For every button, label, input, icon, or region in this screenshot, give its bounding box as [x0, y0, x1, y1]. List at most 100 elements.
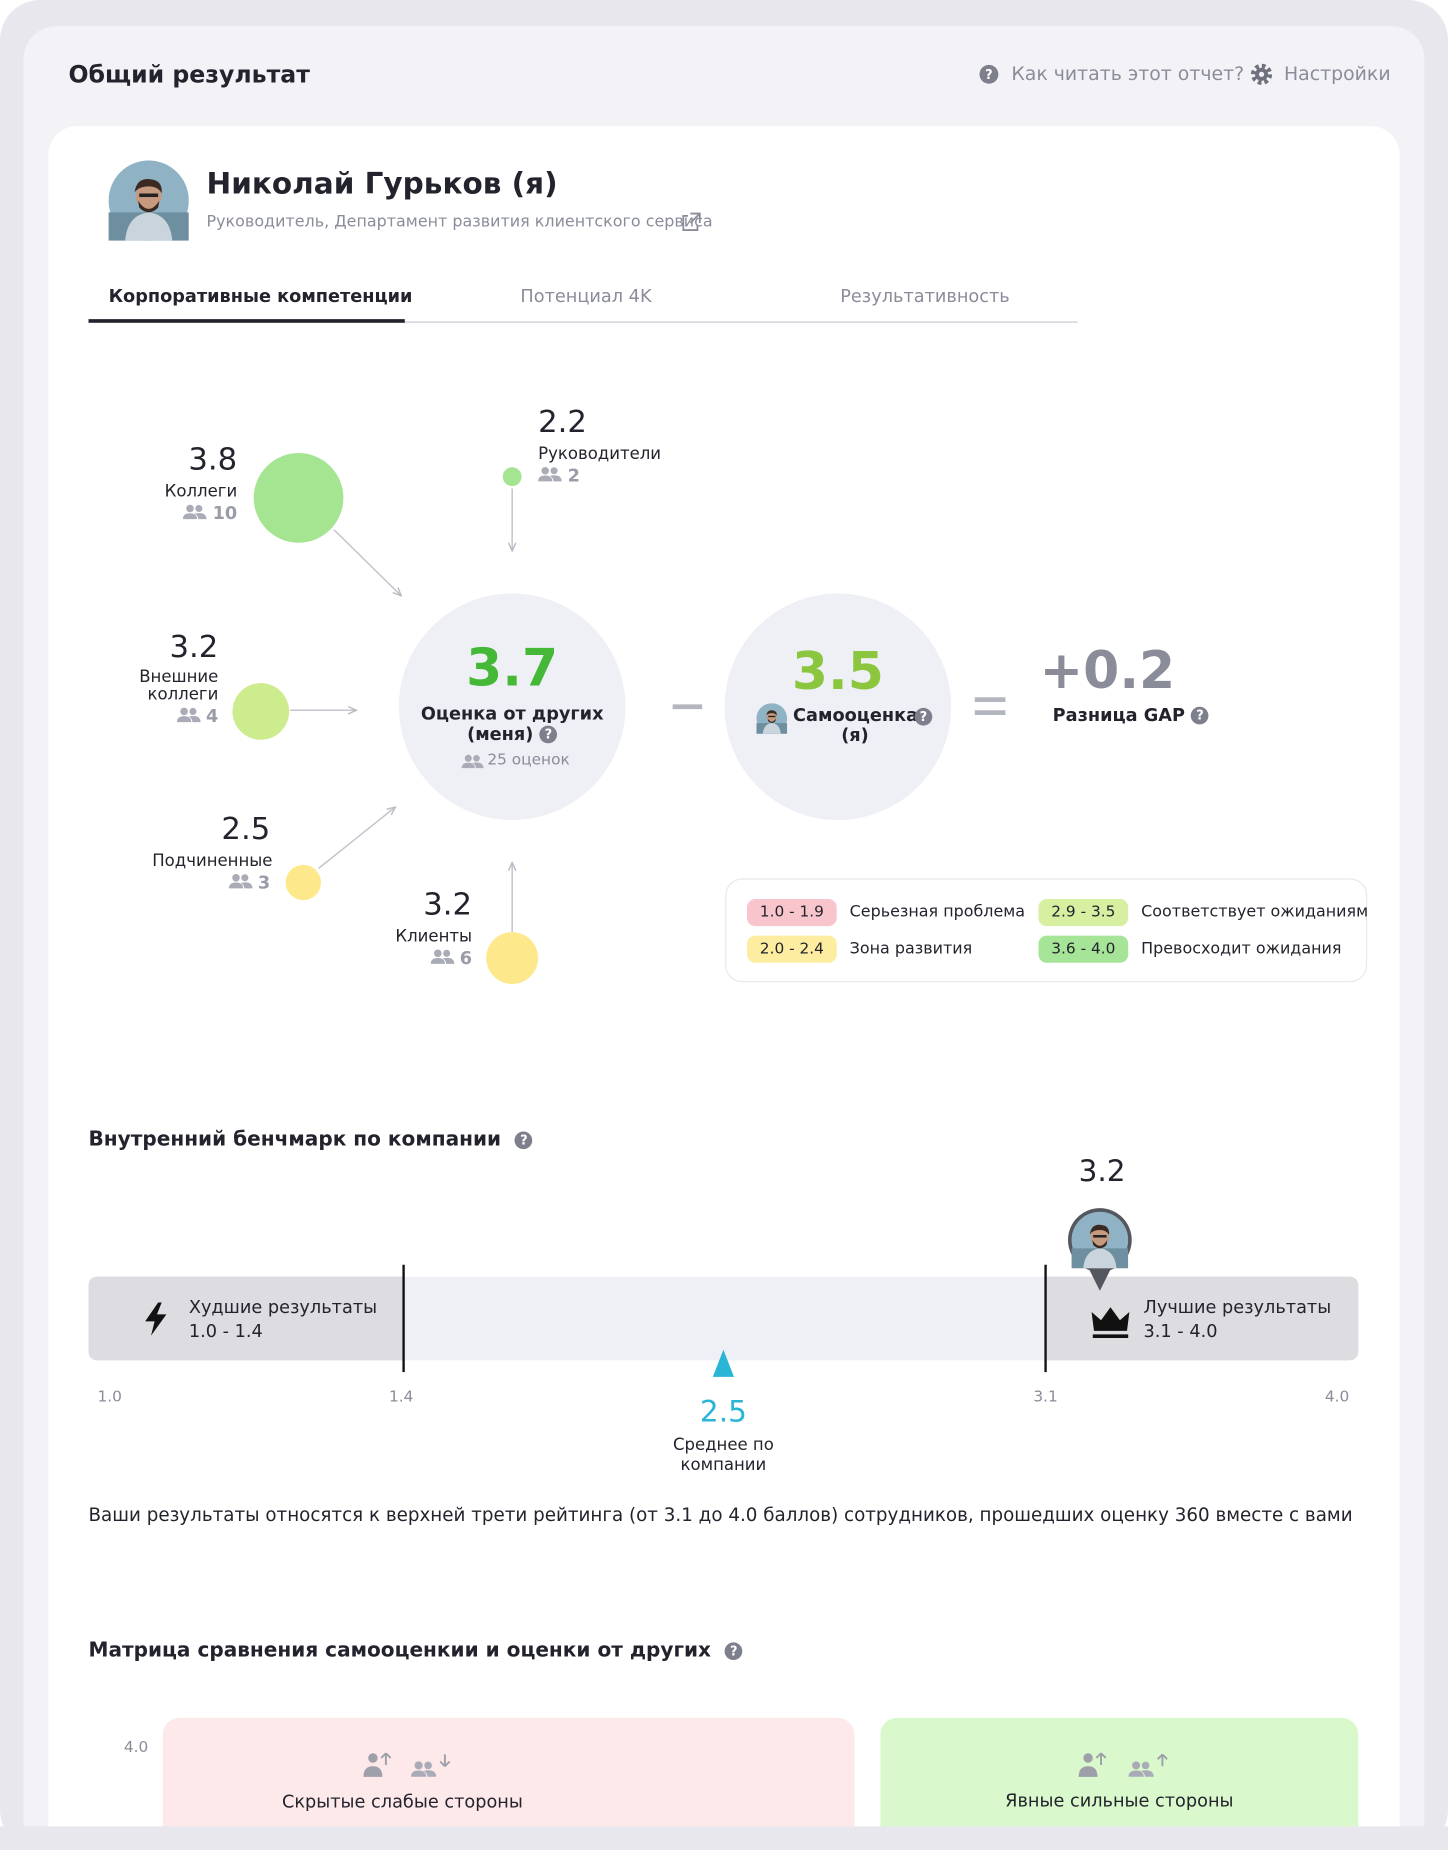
people-icon-shape — [538, 466, 562, 482]
average-label: Среднее по компании — [672, 1435, 774, 1475]
benchmark-tick-label: 1.0 — [97, 1388, 122, 1407]
avatar — [108, 160, 189, 241]
group-count-row: 6 — [236, 946, 472, 970]
group-score: 3.2 — [169, 630, 219, 666]
profile-department: Департамент развития клиентского сервиса — [334, 212, 713, 232]
group-bubble — [502, 467, 522, 487]
group-count: 6 — [459, 947, 473, 969]
self-circle — [724, 593, 952, 820]
best-text: Лучшие результаты 3.1 - 4.0 — [1144, 1295, 1332, 1342]
external-link-icon[interactable] — [682, 212, 701, 231]
profile-role: Руководитель, — [206, 212, 330, 232]
benchmark-tick-label: 1.4 — [389, 1388, 414, 1407]
benchmark-tick-label: 3.1 — [1033, 1388, 1058, 1407]
people-icon-shape — [430, 949, 454, 964]
crown-icon — [1091, 1307, 1130, 1338]
tab[interactable]: Результативность — [840, 285, 1010, 307]
quadrant-label: Явные сильные стороны — [1005, 1789, 1234, 1812]
others-circle — [398, 593, 626, 820]
legend-item: 3.6 - 4.0 Превосходит ожидания — [1038, 935, 1342, 963]
help-icon-glyph: ? — [985, 68, 993, 83]
benchmark-title: Внутренний бенчмарк по компании — [88, 1127, 502, 1152]
info-icon[interactable]: ? — [539, 725, 558, 744]
legend-item: 2.0 - 2.4 Зона развития — [747, 935, 973, 963]
group-label-row: Клиенты — [236, 924, 472, 946]
profile-name: Николай Гурьков (я) — [206, 166, 558, 201]
legend-box — [725, 878, 1368, 983]
help-icon[interactable] — [979, 64, 999, 84]
legend-item: 1.0 - 1.9 Серьезная проблема — [747, 899, 1026, 927]
group-label: Коллеги — [164, 482, 238, 502]
info-icon[interactable]: ? — [724, 1641, 743, 1660]
group-block: 3.2 Внешние коллеги 4 — [0, 629, 218, 728]
matrix-title-wrap: Матрица сравнения самооценкии и оценки о… — [88, 1638, 743, 1663]
gap-label: Разница GAP — [1052, 704, 1185, 726]
group-count: 2 — [567, 464, 580, 487]
legend-label: Превосходит ожидания — [1141, 939, 1342, 959]
quadrant-icons — [363, 1752, 1168, 1777]
others-label-wrap: Оценка от других (меня) ? — [419, 704, 605, 744]
group-block: 3.8 Коллеги 10 — [1, 441, 238, 525]
group-count: 3 — [257, 871, 271, 894]
group-score: 3.8 — [188, 442, 238, 478]
group-block: 2.5 Подчиненные 3 — [34, 811, 272, 895]
worst-label: Худшие результаты — [188, 1296, 378, 1318]
quadrant-label: Скрытые слабые стороны — [281, 1791, 523, 1813]
matrix-title: Матрица сравнения самооценкии и оценки о… — [88, 1638, 711, 1663]
best-range: 3.1 - 4.0 — [1143, 1320, 1218, 1342]
people-icon — [538, 466, 562, 482]
matrix-y-top: 4.0 — [123, 1739, 149, 1757]
group-count-row: 10 — [1, 501, 237, 525]
group-bubble — [253, 453, 344, 543]
group-label-row: Коллеги — [1, 479, 238, 502]
self-label: Самооценка (я) — [793, 704, 919, 746]
group-label: Руководители — [538, 444, 662, 464]
legend-label: Серьезная проблема — [849, 902, 1026, 922]
quadrant-strong — [880, 1717, 1359, 1827]
tab[interactable]: Потенциал 4K — [520, 285, 652, 307]
group-score: 3.2 — [423, 887, 473, 923]
group-score: 2.2 — [538, 404, 587, 441]
tab[interactable]: Корпоративные компетенции — [108, 285, 413, 307]
average-value: 2.5 — [699, 1394, 747, 1429]
legend-range: 1.0 - 1.9 — [747, 899, 837, 927]
legend-range: 3.6 - 4.0 — [1038, 935, 1129, 963]
group-block: 2.2 Руководители 2 — [538, 404, 774, 488]
group-count-row: 2 — [538, 464, 774, 488]
group-count: 10 — [212, 502, 238, 524]
group-count-row: 4 — [0, 704, 218, 728]
worst-range: 1.0 - 1.4 — [188, 1320, 263, 1342]
legend-label: Зона развития — [849, 939, 973, 959]
average-marker — [712, 1349, 735, 1377]
people-icon — [183, 504, 207, 520]
group-bubble — [232, 683, 290, 740]
legend-range: 2.0 - 2.4 — [747, 935, 837, 963]
info-icon[interactable]: ? — [1191, 706, 1209, 725]
legend-range: 2.9 - 3.5 — [1038, 899, 1129, 927]
group-bubble — [285, 864, 321, 901]
my-score: 3.2 — [1078, 1153, 1126, 1189]
benchmark-tick-label: 4.0 — [1324, 1388, 1350, 1407]
group-label-row: Подчиненные — [34, 848, 272, 870]
group-label: Клиенты — [395, 927, 473, 947]
quadrant-hidden-weak — [162, 1717, 855, 1827]
people-icon-shape — [176, 707, 201, 723]
best-label: Лучшие результаты — [1143, 1296, 1332, 1318]
people-icon-shape — [183, 504, 207, 520]
worst-zone — [88, 1276, 404, 1361]
settings-link[interactable]: Настройки — [1283, 62, 1391, 85]
help-link[interactable]: Как читать этот отчет? — [1011, 62, 1245, 85]
frame-bottom — [0, 1826, 1448, 1850]
info-icon[interactable]: ? — [515, 1130, 533, 1149]
settings-icon[interactable] — [1250, 63, 1273, 85]
group-bubble — [486, 932, 539, 984]
group-label-row: Руководители — [538, 441, 774, 463]
gap-value: +0.2 — [1039, 640, 1176, 701]
group-count: 4 — [206, 705, 219, 727]
people-icon — [430, 949, 454, 964]
group-count-row: 3 — [34, 871, 270, 895]
others-score: 3.7 — [466, 638, 559, 699]
info-icon[interactable]: ? — [914, 707, 933, 726]
